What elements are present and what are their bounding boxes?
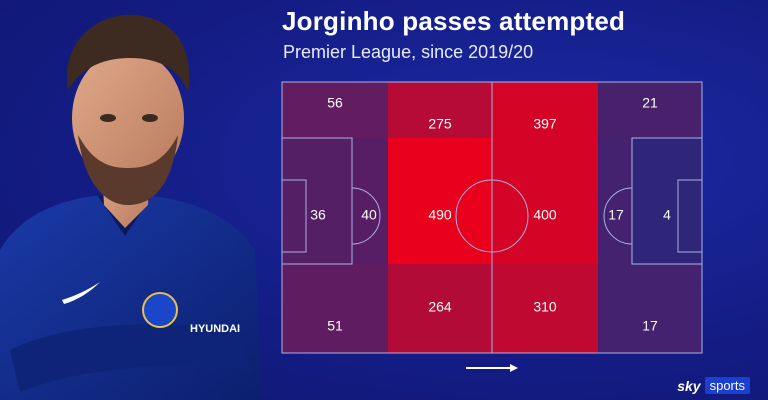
value-label-attacking-half-bottom: 310 <box>533 299 557 315</box>
chart-title: Jorginho passes attempted <box>282 6 626 36</box>
right-six-yard-box <box>677 179 703 253</box>
heat-cell-attacking-wide-top <box>598 82 702 138</box>
chart-subtitle: Premier League, since 2019/20 <box>283 42 534 62</box>
heat-cell-own-box <box>282 138 352 264</box>
heat-cell-attacking-half-bottom <box>492 264 598 353</box>
heat-cell-opposition-box <box>632 138 702 264</box>
value-label-defensive-half-bottom: 264 <box>428 299 452 315</box>
heat-cell-attacking-wide-bottom <box>598 264 702 353</box>
heat-cell-attacking-half-central <box>492 138 598 264</box>
value-label-opposition-box-edge: 17 <box>608 207 624 223</box>
logo-sports-text: sports <box>704 377 750 394</box>
value-label-defensive-wide-bottom: 51 <box>327 318 343 334</box>
value-label-opposition-box: 4 <box>663 207 671 223</box>
right-penalty-arc <box>603 187 633 245</box>
centre-circle <box>455 179 529 253</box>
left-penalty-arc <box>351 187 381 245</box>
direction-arrow-head <box>510 364 518 372</box>
value-label-attacking-wide-top: 21 <box>642 95 658 111</box>
heat-cell-own-box-edge <box>352 138 388 264</box>
heat-cell-attacking-half-top <box>492 82 598 138</box>
value-label-attacking-half-top: 397 <box>533 116 557 132</box>
svg-text:HYUNDAI: HYUNDAI <box>190 323 240 335</box>
logo-sky-text: sky <box>677 377 701 394</box>
heat-cell-defensive-half-central <box>388 138 492 264</box>
heat-cell-defensive-wide-top <box>282 82 388 138</box>
value-label-defensive-half-top: 275 <box>428 116 452 132</box>
value-label-attacking-half-central: 400 <box>533 207 557 223</box>
heat-cell-opposition-box-edge <box>598 138 632 264</box>
heat-cell-defensive-wide-bottom <box>282 264 388 353</box>
left-six-yard-box <box>281 179 307 253</box>
heat-cell-defensive-half-top <box>388 82 492 138</box>
player-illustration: HYUNDAI <box>0 14 262 400</box>
player-photo: HYUNDAI <box>0 0 262 400</box>
heat-cell-defensive-half-bottom <box>388 264 492 353</box>
value-label-attacking-wide-bottom: 17 <box>642 318 658 334</box>
value-label-defensive-half-central: 490 <box>428 207 452 223</box>
value-label-own-box-edge: 40 <box>361 207 377 223</box>
value-label-defensive-wide-top: 56 <box>327 95 343 111</box>
value-label-own-box: 36 <box>310 207 326 223</box>
sky-sports-logo: sky sports <box>677 377 750 394</box>
